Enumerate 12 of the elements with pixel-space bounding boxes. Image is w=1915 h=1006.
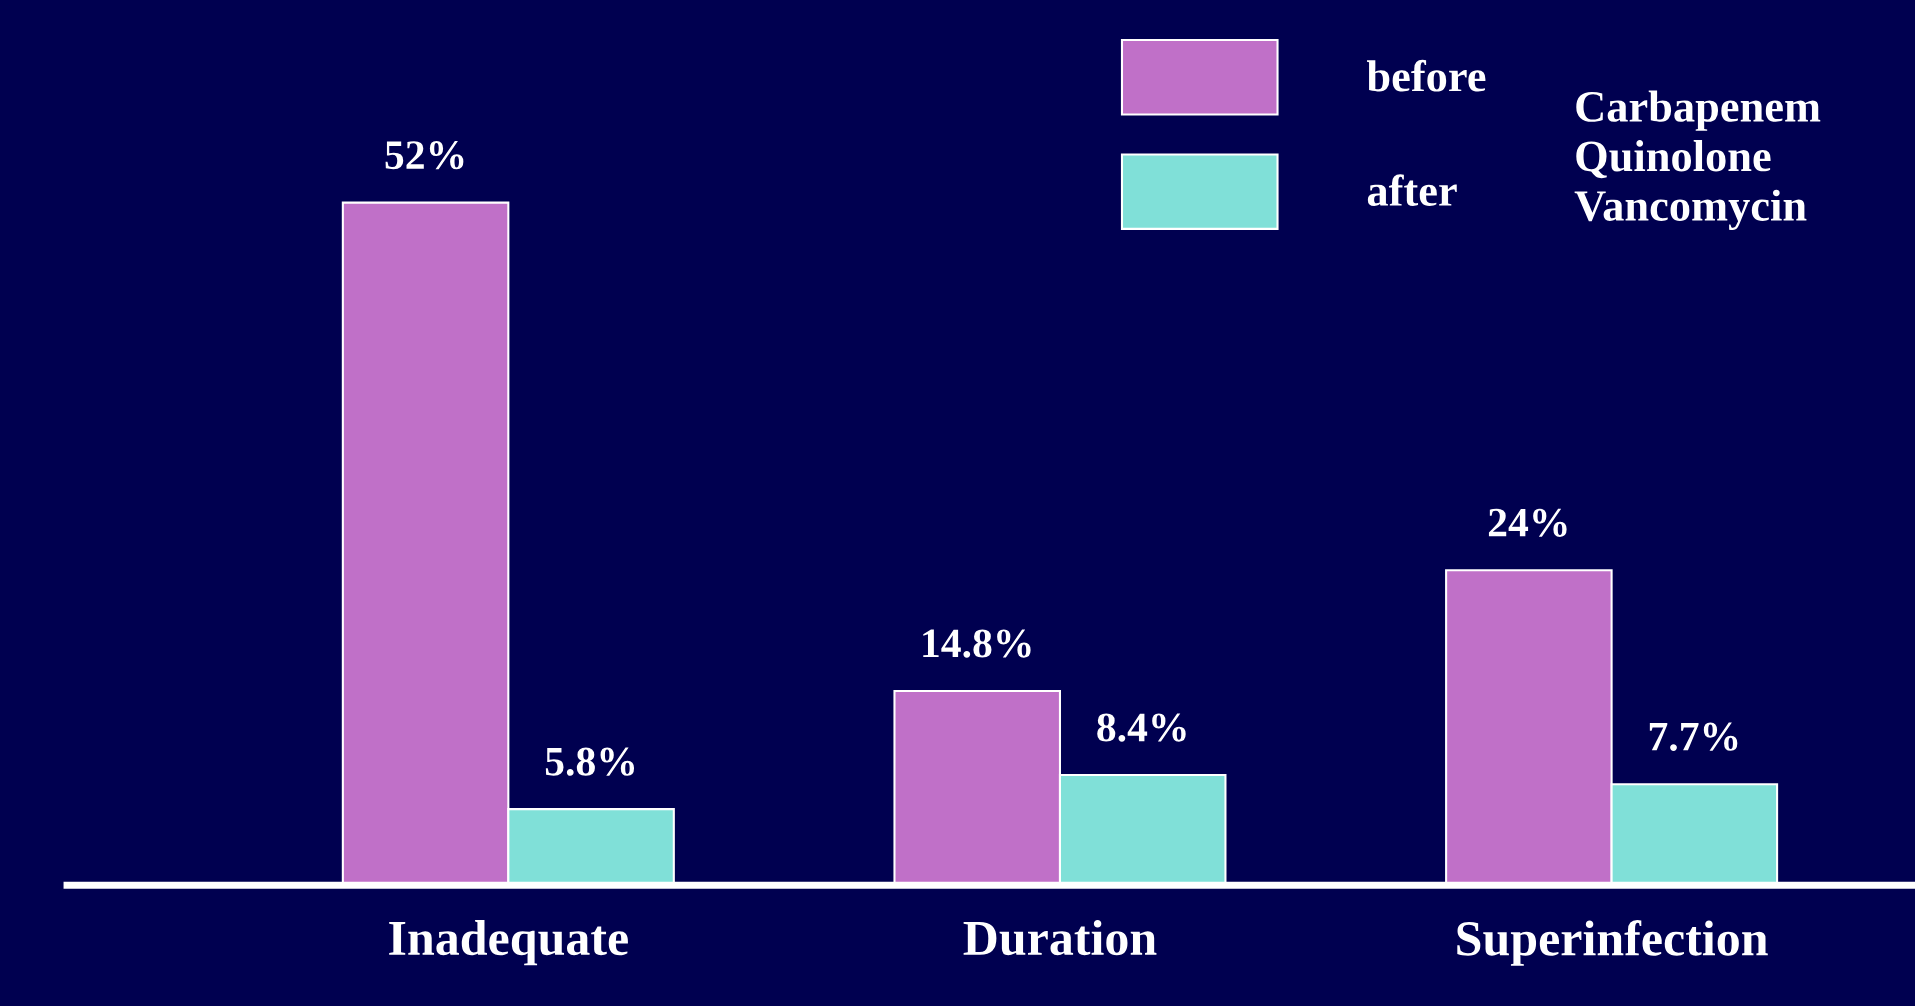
x-tick-label: Inadequate <box>389 920 628 966</box>
data-label: 8.4% <box>1097 713 1186 742</box>
data-label: 5.8% <box>545 747 635 776</box>
data-label: 7.7% <box>1649 722 1738 751</box>
legend-label: before <box>1366 59 1486 92</box>
x-tick-label: Superinfection <box>1457 920 1768 966</box>
legend-label: after <box>1367 174 1457 206</box>
x-tick-label: Duration <box>963 920 1157 956</box>
data-label: 14.8% <box>923 629 1031 658</box>
annotation: Carbapenem Quinolone Vancomycin <box>1574 90 1821 231</box>
data-label: 24% <box>1488 508 1567 537</box>
data-label: 52% <box>385 141 464 170</box>
